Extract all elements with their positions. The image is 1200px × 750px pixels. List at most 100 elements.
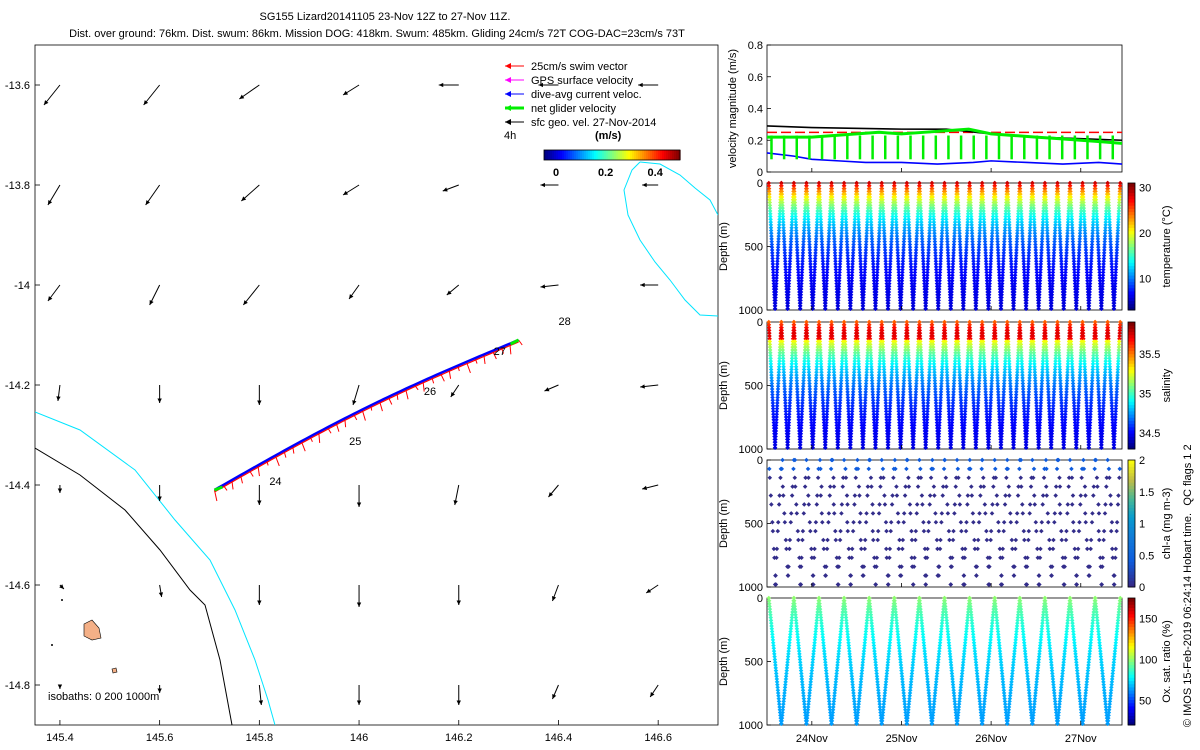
temperature-point — [820, 261, 826, 267]
temperature-point — [823, 300, 828, 306]
temperature-point — [811, 284, 817, 289]
temperature-point — [850, 256, 856, 261]
temperature-point — [825, 261, 830, 267]
colorbar-cell — [1128, 325, 1135, 329]
colorbar-cell — [560, 150, 563, 160]
geo-velocity-arrowhead — [258, 700, 264, 705]
geo-velocity-arrowhead — [157, 688, 162, 693]
geo-velocity-arrowhead — [442, 187, 448, 192]
colorbar-cell — [646, 150, 649, 160]
isobath-offshore — [623, 161, 718, 317]
colorbar-cell — [1128, 436, 1135, 440]
reef-islet — [111, 667, 118, 674]
temperature-point — [783, 275, 789, 281]
colorbar-cell — [628, 150, 631, 160]
temperature-point — [787, 270, 792, 275]
map-x-tick-label: 145.8 — [246, 732, 274, 744]
colorbar-cell — [1128, 268, 1135, 273]
temperature-point — [837, 275, 842, 281]
geo-velocity-arrowhead — [143, 100, 149, 105]
colorbar-cell — [1128, 385, 1135, 390]
colorbar-cell — [600, 150, 603, 160]
map-y-tick-label: -14.4 — [5, 480, 30, 492]
temperature-point — [824, 284, 829, 289]
temperature-point — [787, 256, 793, 261]
temperature-point — [773, 300, 778, 306]
colorbar-cell — [1128, 211, 1135, 216]
colorbar-cell — [1128, 322, 1135, 326]
map-x-tick-label: 146.4 — [545, 732, 573, 744]
temperature-point — [784, 281, 789, 286]
geo-velocity-arrowhead — [650, 692, 655, 697]
temperature-point — [836, 278, 842, 284]
colorbar-cell — [558, 150, 561, 160]
temperature-point — [837, 270, 842, 275]
temperature-point — [782, 258, 788, 264]
colorbar-cell — [1128, 337, 1135, 342]
temperature-point — [775, 256, 780, 261]
legend-label: 25cm/s swim vector — [531, 61, 628, 73]
geo-velocity-arrowhead — [243, 300, 248, 305]
colorbar-cell — [616, 150, 619, 160]
colorbar-tick-label: 20 — [1139, 228, 1151, 240]
geo-velocity-arrowhead — [257, 500, 262, 505]
map-y-tick-label: -13.8 — [5, 180, 30, 192]
colorbar-cell — [546, 150, 549, 160]
colorbar-unit: (m/s) — [595, 130, 622, 142]
colorbar-cell — [564, 150, 567, 160]
temperature-point — [823, 303, 828, 309]
map-x-tick-label: 146.6 — [644, 732, 672, 744]
colorbar-cell — [562, 150, 565, 160]
colorbar-cell — [606, 150, 609, 160]
geo-velocity-arrowhead — [450, 392, 456, 397]
colorbar-tick-label: 30 — [1139, 183, 1151, 195]
temperature-point — [786, 278, 792, 284]
colorbar-cell — [1128, 417, 1135, 421]
temperature-point — [824, 270, 830, 275]
reef-island — [83, 619, 102, 641]
temperature-point — [773, 286, 779, 292]
velocity-series-line — [767, 127, 1123, 145]
colorbar-cell — [1128, 303, 1135, 308]
colorbar-cell — [1128, 227, 1135, 232]
temperature-point — [833, 258, 838, 264]
map-x-tick-label: 146.2 — [445, 732, 473, 744]
temperature-point — [774, 278, 779, 284]
geo-velocity-arrows — [43, 82, 659, 706]
colorbar-cell — [624, 150, 627, 160]
temperature-point — [786, 281, 792, 286]
temperature-point — [800, 261, 805, 267]
temperature-point — [785, 306, 790, 311]
velocity-y-tick-label: 0 — [757, 167, 763, 179]
map-y-tick-label: -13.6 — [5, 80, 30, 92]
colorbar-cell — [1128, 217, 1135, 222]
colorbar-cell — [566, 150, 569, 160]
temperature-point — [796, 275, 801, 281]
colorbar-cell — [1128, 224, 1135, 228]
colorbar-cell — [1128, 429, 1135, 434]
colorbar-tick-label: 35.5 — [1139, 349, 1160, 361]
temperature-point — [825, 264, 830, 270]
temperature-point — [833, 256, 838, 261]
colorbar-cell — [576, 150, 579, 160]
geo-velocity-arrowhead — [646, 588, 652, 593]
geo-velocity-arrowhead — [352, 400, 357, 405]
colorbar-cell — [1128, 275, 1135, 279]
temperature-point — [785, 300, 791, 306]
colorbar-cell — [592, 150, 595, 160]
colorbar-tick-label: 34.5 — [1139, 428, 1160, 440]
colorbar-cell — [1128, 410, 1135, 415]
temperature-point — [796, 281, 802, 286]
colorbar-cell — [658, 150, 661, 160]
temperature-point — [845, 258, 851, 264]
map-y-tick-label: -14 — [14, 280, 30, 292]
temperature-point — [799, 278, 804, 284]
temperature-point — [850, 267, 855, 272]
temperature-point — [833, 272, 839, 278]
colorbar-cell — [1128, 366, 1135, 371]
colorbar-cell — [1128, 214, 1135, 219]
temperature-point — [770, 258, 775, 264]
